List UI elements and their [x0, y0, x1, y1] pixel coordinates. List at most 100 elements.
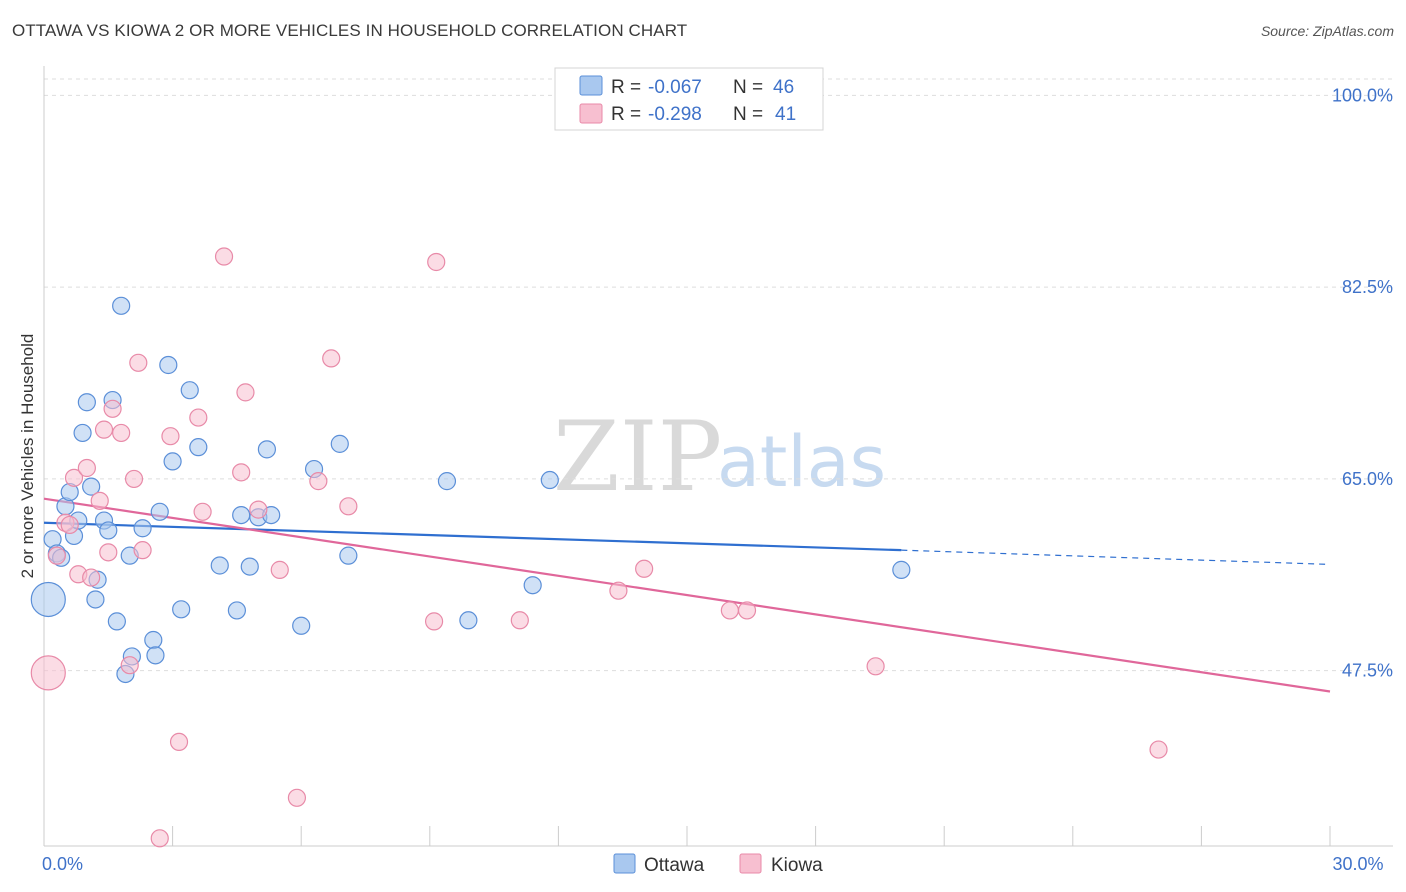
point-kiowa-17	[150, 829, 169, 848]
point-kiowa-7	[82, 568, 101, 587]
point-kiowa-30	[339, 497, 358, 516]
point-kiowa-22	[214, 247, 234, 266]
point-kiowa-16	[133, 541, 152, 560]
point-kiowa-11	[103, 399, 122, 418]
point-kiowa-4	[64, 468, 84, 487]
point-ottawa-26	[163, 452, 182, 471]
x-tick-label-1: 30.0%	[1332, 854, 1383, 874]
legend-r-label-kiowa: R =	[611, 104, 641, 125]
point-kiowa-35	[635, 559, 654, 578]
point-ottawa-8	[73, 423, 92, 443]
point-ottawa-9	[77, 393, 96, 412]
watermark-zip: ZIP	[553, 401, 722, 513]
point-kiowa-29	[322, 349, 341, 368]
source-credit: Source: ZipAtlas.com	[1260, 23, 1394, 39]
point-ottawa-11	[86, 590, 105, 609]
point-ottawa-23	[146, 646, 165, 665]
trend-line-ottawa	[43, 521, 902, 552]
point-kiowa-10	[99, 543, 118, 562]
point-kiowa-34	[609, 581, 628, 600]
y-tick-label-0: 100.0%	[1332, 85, 1393, 105]
point-ottawa-44	[540, 470, 559, 490]
bottom-legend-swatch-ottawa	[613, 853, 636, 874]
bottom-legend-label-ottawa: Ottawa	[644, 855, 705, 876]
point-kiowa-3	[60, 515, 79, 535]
point-kiowa-13	[120, 656, 139, 675]
bottom-legend-swatch-kiowa	[739, 853, 762, 874]
chart-title: OTTAWA VS KIOWA 2 OR MORE VEHICLES IN HO…	[12, 21, 688, 40]
point-kiowa-21	[193, 502, 212, 521]
legend-n-label-kiowa: N =	[733, 104, 763, 125]
watermark: ZIP atlas	[553, 401, 886, 513]
point-kiowa-23	[232, 463, 251, 482]
point-ottawa-22	[144, 630, 163, 650]
point-ottawa-31	[227, 601, 246, 620]
point-kiowa-25	[249, 500, 268, 519]
legend-n-label-ottawa: N =	[733, 77, 763, 98]
point-ottawa-40	[339, 546, 358, 565]
axes	[43, 66, 1393, 847]
legend-r-value-kiowa: -0.298	[648, 104, 702, 125]
point-ottawa-28	[180, 381, 199, 400]
point-kiowa-36	[720, 601, 739, 620]
point-ottawa-24	[150, 502, 169, 521]
point-kiowa-31	[424, 612, 444, 631]
point-ottawa-21	[133, 519, 152, 538]
y-tick-label-2: 65.0%	[1342, 469, 1393, 489]
point-kiowa-20	[189, 408, 208, 427]
point-kiowa-32	[427, 252, 446, 272]
data-points	[30, 247, 1168, 848]
point-ottawa-39	[330, 434, 349, 453]
point-kiowa-26	[270, 560, 289, 579]
point-ottawa-33	[240, 557, 259, 576]
point-ottawa-17	[112, 296, 131, 315]
point-kiowa-27	[287, 788, 307, 807]
trend-line-extension-ottawa	[901, 549, 1331, 566]
point-kiowa-9	[94, 420, 114, 439]
legend-swatch-kiowa	[579, 103, 603, 124]
bottom-legend-label-kiowa: Kiowa	[771, 855, 823, 876]
legend-n-value-ottawa: 46	[773, 77, 794, 98]
point-kiowa-8	[90, 491, 109, 510]
point-kiowa-19	[169, 732, 189, 752]
y-tick-label-1: 82.5%	[1342, 277, 1393, 297]
correlation-legend: R = -0.067 N = 46 R = -0.298 N = 41	[554, 67, 824, 131]
point-kiowa-12	[112, 423, 131, 443]
point-ottawa-29	[189, 438, 208, 457]
point-ottawa-41	[437, 472, 457, 491]
tick-labels: 100.0% 82.5% 65.0% 47.5% 0.0% 30.0%	[42, 85, 1393, 874]
x-tick-label-0: 0.0%	[42, 854, 83, 874]
watermark-atlas: atlas	[717, 421, 886, 503]
point-ottawa-10	[82, 477, 101, 496]
legend-swatch-ottawa	[579, 75, 603, 96]
legend-r-label-ottawa: R =	[611, 77, 641, 98]
point-ottawa-42	[459, 611, 478, 630]
point-kiowa-14	[124, 469, 144, 489]
point-kiowa-0	[30, 655, 66, 691]
point-ottawa-27	[172, 600, 191, 619]
point-ottawa-45	[892, 560, 911, 579]
point-kiowa-18	[161, 427, 180, 446]
point-kiowa-15	[129, 353, 148, 372]
point-ottawa-25	[159, 355, 178, 375]
gridlines	[44, 78, 1393, 672]
point-ottawa-16	[107, 612, 126, 631]
point-ottawa-0	[30, 581, 66, 618]
point-kiowa-39	[1149, 740, 1168, 759]
point-ottawa-35	[257, 440, 277, 459]
legend-r-value-ottawa: -0.067	[648, 77, 702, 98]
point-ottawa-43	[523, 576, 542, 595]
point-ottawa-32	[232, 505, 251, 525]
trend-line-kiowa	[43, 497, 1331, 693]
y-tick-label-3: 47.5%	[1342, 661, 1393, 681]
point-kiowa-33	[510, 611, 529, 630]
point-kiowa-38	[866, 657, 885, 676]
trend-lines	[43, 497, 1331, 693]
y-axis-label: 2 or more Vehicles in Household	[18, 334, 37, 579]
point-ottawa-37	[292, 616, 311, 635]
point-ottawa-30	[210, 556, 229, 575]
point-kiowa-28	[309, 472, 328, 491]
point-kiowa-1	[47, 546, 66, 565]
point-kiowa-24	[236, 383, 255, 402]
